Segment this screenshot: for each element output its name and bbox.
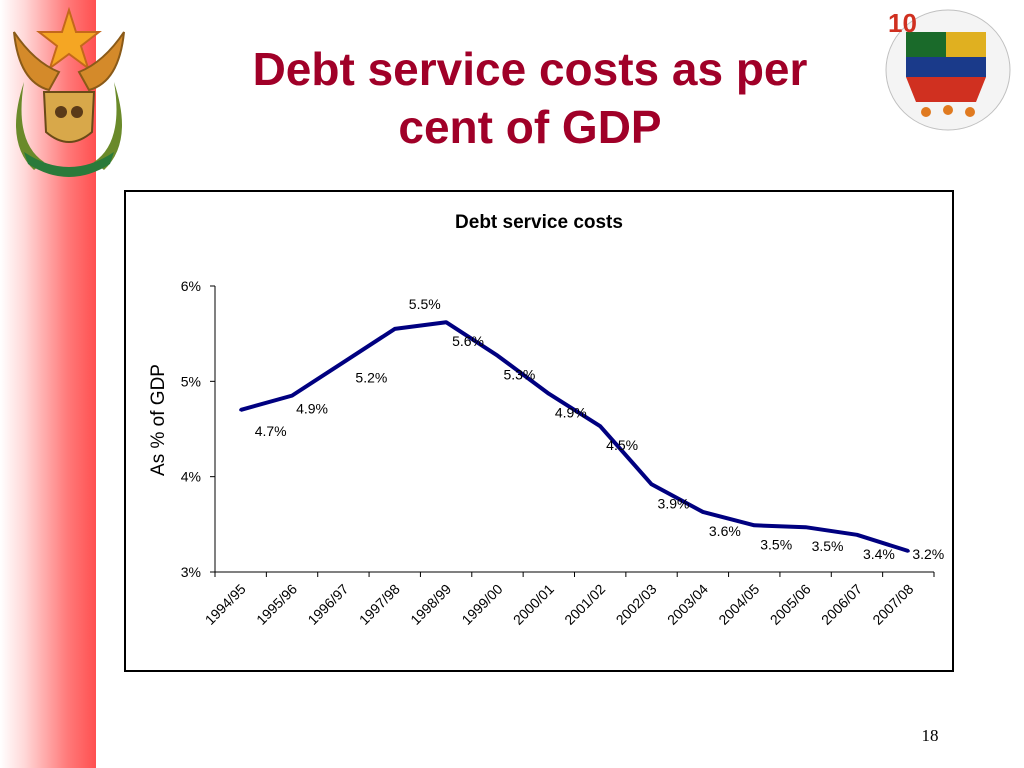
data-point (444, 320, 448, 324)
data-point (495, 354, 499, 358)
data-label: 3.5% (760, 536, 792, 552)
data-point (650, 482, 654, 486)
x-tick-label: 1998/99 (407, 581, 454, 628)
y-axis-label: As % of GDP (148, 364, 169, 476)
data-point (393, 327, 397, 331)
chart-marks: 4.7% 4.9% 5.2% 5.5% 5.6% 5.3% 4.9% 4.5% 3.9% 3.6%… (239, 296, 944, 562)
chart-frame (124, 190, 954, 672)
data-label: 5.6% (452, 333, 484, 349)
data-point (239, 408, 243, 412)
data-label: 4.7% (255, 423, 287, 439)
x-tick-label: 2005/06 (767, 581, 814, 628)
page-number: 18 (921, 726, 939, 745)
y-tick-label: 5% (181, 373, 201, 389)
x-tick-label: 2004/05 (715, 581, 762, 628)
ten-years-of-freedom-logo: 10 (885, 8, 1011, 131)
data-label: 4.9% (555, 405, 587, 421)
data-point (804, 525, 808, 529)
y-tick-label: 6% (181, 278, 201, 294)
x-tick-label: 1994/95 (202, 581, 249, 628)
data-label: 3.5% (812, 538, 844, 554)
data-label: 5.2% (355, 369, 387, 385)
slide-title-line-2: cent of GDP (398, 101, 662, 153)
data-point (906, 549, 910, 553)
data-point (752, 523, 756, 527)
data-label: 4.9% (296, 401, 328, 417)
line-chart: Debt service costs As % of GDP 3% 4% 5% 6% 1… (148, 212, 944, 628)
svg-text:10: 10 (888, 8, 917, 38)
x-tick-label: 2006/07 (818, 581, 865, 628)
series-line (240, 320, 909, 553)
x-tick-label: 1995/96 (253, 581, 300, 628)
data-label: 4.5% (606, 437, 638, 453)
data-label: 5.3% (503, 367, 535, 383)
data-label: 3.9% (658, 495, 690, 511)
x-tick-label: 1997/98 (356, 581, 403, 628)
x-tick-label: 2000/01 (510, 581, 557, 628)
data-point (290, 394, 294, 398)
data-point (598, 424, 602, 428)
data-point (547, 392, 551, 396)
coat-of-arms-icon (13, 6, 125, 177)
y-tick-label: 4% (181, 469, 201, 485)
y-tick-label: 3% (181, 564, 201, 580)
slide-title: Debt service costs as per cent of GDP (170, 40, 890, 156)
chart-axes: 3% 4% 5% 6% 1994/95 1995/96 1996/97 1997/98 1998… (181, 278, 935, 628)
data-label: 5.5% (409, 296, 441, 312)
x-tick-label: 2001/02 (561, 581, 608, 628)
data-label: 3.2% (912, 546, 944, 562)
x-tick-label: 1999/00 (458, 581, 505, 628)
x-tick-label: 2002/03 (613, 581, 660, 628)
x-tick-label: 2003/04 (664, 581, 711, 628)
slide-title-line-1: Debt service costs as per (252, 43, 808, 95)
data-label: 3.4% (863, 546, 895, 562)
chart-title: Debt service costs (455, 212, 623, 233)
x-tick-label: 2007/08 (869, 581, 916, 628)
x-tick-label: 1996/97 (304, 581, 351, 628)
data-point (701, 510, 705, 514)
data-point (341, 360, 345, 364)
data-label: 3.6% (709, 523, 741, 539)
data-point (855, 533, 859, 537)
